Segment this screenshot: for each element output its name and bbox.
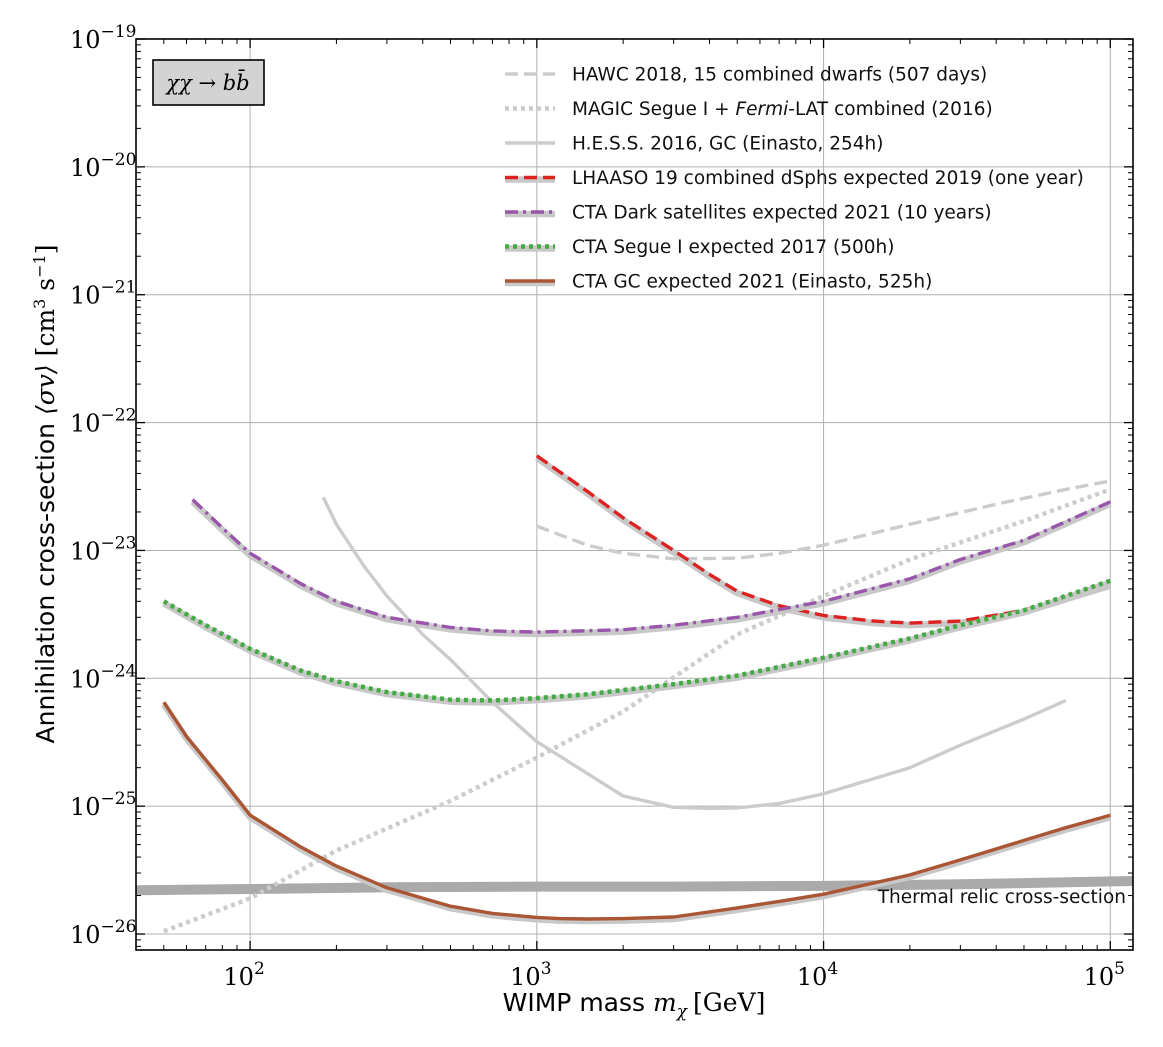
y-axis-label-prefix: Annihilation cross-section bbox=[31, 415, 60, 743]
y-tick-label-0: 10−26 bbox=[70, 917, 136, 949]
channel-box-frame bbox=[152, 59, 265, 106]
series-shadow-cta-dark-satellites-expected-2021-10-years bbox=[190, 499, 1112, 638]
legend-label-lhaaso-19-combined-dsphs-expected-2019-one-year: LHAASO 19 combined dSphs expected 2019 (… bbox=[572, 168, 1084, 189]
legend-label-cta-gc-expected-2021-einasto-525h: CTA GC expected 2021 (Einasto, 525h) bbox=[572, 272, 932, 293]
y-tick-label-6: 10−20 bbox=[70, 150, 136, 182]
legend-label-cta-dark-satellites-expected-2021-10-years: CTA Dark satellites expected 2021 (10 ye… bbox=[572, 203, 992, 224]
x-tick-label-1: 103 bbox=[510, 959, 551, 991]
y-axis-label: Annihilation cross-section ⟨σv⟩ [cm3 s−1] bbox=[30, 245, 60, 744]
x-tick-label-0: 102 bbox=[223, 959, 264, 991]
x-axis-label: WIMP mass mχ [GeV] bbox=[503, 988, 766, 1022]
y-axis-label-unit-close: ] bbox=[31, 245, 60, 255]
series-hawc-2018-15-combined-dwarfs-507-days bbox=[536, 479, 1111, 561]
axis-labels: WIMP mass mχ [GeV] Annihilation cross-sec… bbox=[30, 245, 765, 1022]
y-axis-label-unit-open: [cm bbox=[31, 309, 60, 357]
ticks: 102 103 104 105 10−26 10−25 10−24 10−23 10−22 10−… bbox=[70, 22, 1133, 991]
annotations: Thermal relic cross-section bbox=[877, 887, 1126, 908]
x-axis-label-subscript: χ bbox=[676, 1002, 689, 1022]
legend-label-hawc-2018-15-combined-dwarfs-507-days: HAWC 2018, 15 combined dwarfs (507 days) bbox=[572, 65, 987, 86]
channel-box-label: χχ → bb̄ bbox=[164, 69, 249, 95]
y-axis-label-unit-exp2: −1 bbox=[30, 254, 49, 278]
y-tick-label-5: 10−21 bbox=[70, 278, 136, 310]
y-tick-label-7: 10−19 bbox=[70, 22, 136, 54]
series-cta-segue-i-expected-2017-500h bbox=[162, 578, 1112, 703]
series-h-e-s-s-2016-gc-einasto-254h bbox=[321, 496, 1067, 811]
series-cta-gc-expected-2021-einasto-525h bbox=[162, 701, 1111, 921]
x-axis-label-symbol: m bbox=[653, 988, 677, 1017]
channel-box: χχ → bb̄ bbox=[152, 59, 265, 106]
series-thermal-relic-cross-section bbox=[136, 876, 1133, 896]
series-layer bbox=[136, 454, 1133, 934]
x-axis-label-prefix: WIMP mass bbox=[503, 988, 653, 1017]
legend-label-cta-segue-i-expected-2017-500h: CTA Segue I expected 2017 (500h) bbox=[572, 237, 895, 258]
series-magic-segue-i-fermi-lat-combined-2016 bbox=[162, 487, 1112, 934]
y-axis-label-unit-mid: s bbox=[31, 278, 60, 299]
x-axis-label-unit: [GeV] bbox=[693, 988, 765, 1017]
legend-label-h-e-s-s-2016-gc-einasto-254h: H.E.S.S. 2016, GC (Einasto, 254h) bbox=[572, 134, 883, 155]
plot-frame bbox=[135, 38, 1134, 951]
y-tick-label-1: 10−25 bbox=[70, 789, 136, 821]
legend-label-magic-segue-i-fermi-lat-combined-2016: MAGIC Segue I + Fermi-LAT combined (2016… bbox=[572, 99, 993, 120]
y-tick-label-4: 10−22 bbox=[70, 406, 136, 438]
y-tick-label-2: 10−24 bbox=[70, 661, 136, 693]
y-axis-label-unit-exp1: 3 bbox=[30, 299, 49, 309]
legend: HAWC 2018, 15 combined dwarfs (507 days)… bbox=[505, 65, 1084, 293]
x-tick-label-2: 104 bbox=[797, 959, 838, 991]
y-axis-label-symbol: ⟨σv⟩ bbox=[31, 364, 60, 415]
thermal-relic-label: Thermal relic cross-section bbox=[877, 887, 1126, 908]
x-tick-label-3: 105 bbox=[1084, 959, 1125, 991]
y-tick-label-3: 10−23 bbox=[70, 533, 136, 565]
grid bbox=[136, 39, 1133, 950]
